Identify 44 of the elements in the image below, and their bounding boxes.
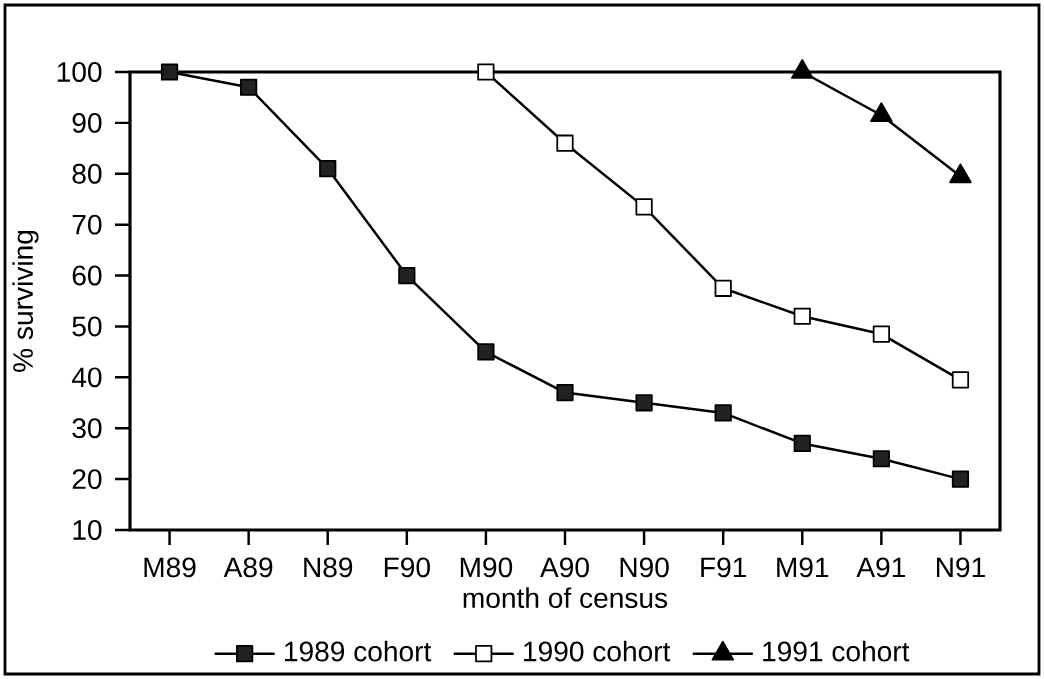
legend-label: 1990 cohort bbox=[524, 640, 671, 662]
y-tick-label: 20 bbox=[72, 469, 102, 490]
point bbox=[477, 343, 495, 361]
x-tick-label: N90 bbox=[620, 557, 669, 578]
x-axis-title: month of census bbox=[463, 587, 668, 609]
y-tick-label: 40 bbox=[71, 367, 102, 388]
point bbox=[556, 383, 574, 402]
point bbox=[714, 404, 732, 422]
y-axis-title: % surviving bbox=[12, 230, 39, 372]
y-tick-label: 30 bbox=[72, 418, 102, 439]
point bbox=[319, 160, 337, 178]
point bbox=[872, 325, 890, 343]
x-tick-label: N91 bbox=[936, 557, 985, 578]
x-tick-label: F91 bbox=[701, 557, 747, 578]
y-tick-label: 10 bbox=[73, 520, 102, 540]
point bbox=[635, 198, 653, 216]
x-tick-label: A90 bbox=[540, 557, 589, 578]
y-tick-label: 90 bbox=[72, 112, 102, 133]
y-tick-label: 100 bbox=[57, 62, 102, 82]
point bbox=[477, 63, 495, 81]
x-tick-label: A89 bbox=[223, 557, 273, 578]
point bbox=[951, 470, 970, 488]
y-tick-label: 70 bbox=[72, 214, 102, 235]
x-tick-label: N89 bbox=[304, 557, 353, 578]
point bbox=[635, 394, 653, 412]
legend-label: 1989 cohort bbox=[285, 640, 432, 662]
point bbox=[714, 279, 732, 297]
point bbox=[556, 134, 574, 152]
point bbox=[872, 450, 890, 468]
y-tick-label: 80 bbox=[72, 163, 102, 184]
point bbox=[793, 307, 811, 325]
point bbox=[793, 434, 811, 453]
point bbox=[160, 63, 179, 81]
x-tick-label: F90 bbox=[384, 557, 430, 578]
point bbox=[240, 78, 258, 96]
point bbox=[398, 266, 416, 285]
x-tick-label: M89 bbox=[144, 557, 196, 578]
point bbox=[951, 371, 970, 389]
x-tick-label: M90 bbox=[460, 557, 513, 578]
x-tick-label: A91 bbox=[856, 557, 906, 578]
y-tick-label: 50 bbox=[72, 316, 102, 337]
x-tick-label: M91 bbox=[777, 557, 829, 578]
legend-label: 1991 cohort bbox=[763, 640, 910, 662]
y-tick-label: 60 bbox=[72, 265, 102, 286]
